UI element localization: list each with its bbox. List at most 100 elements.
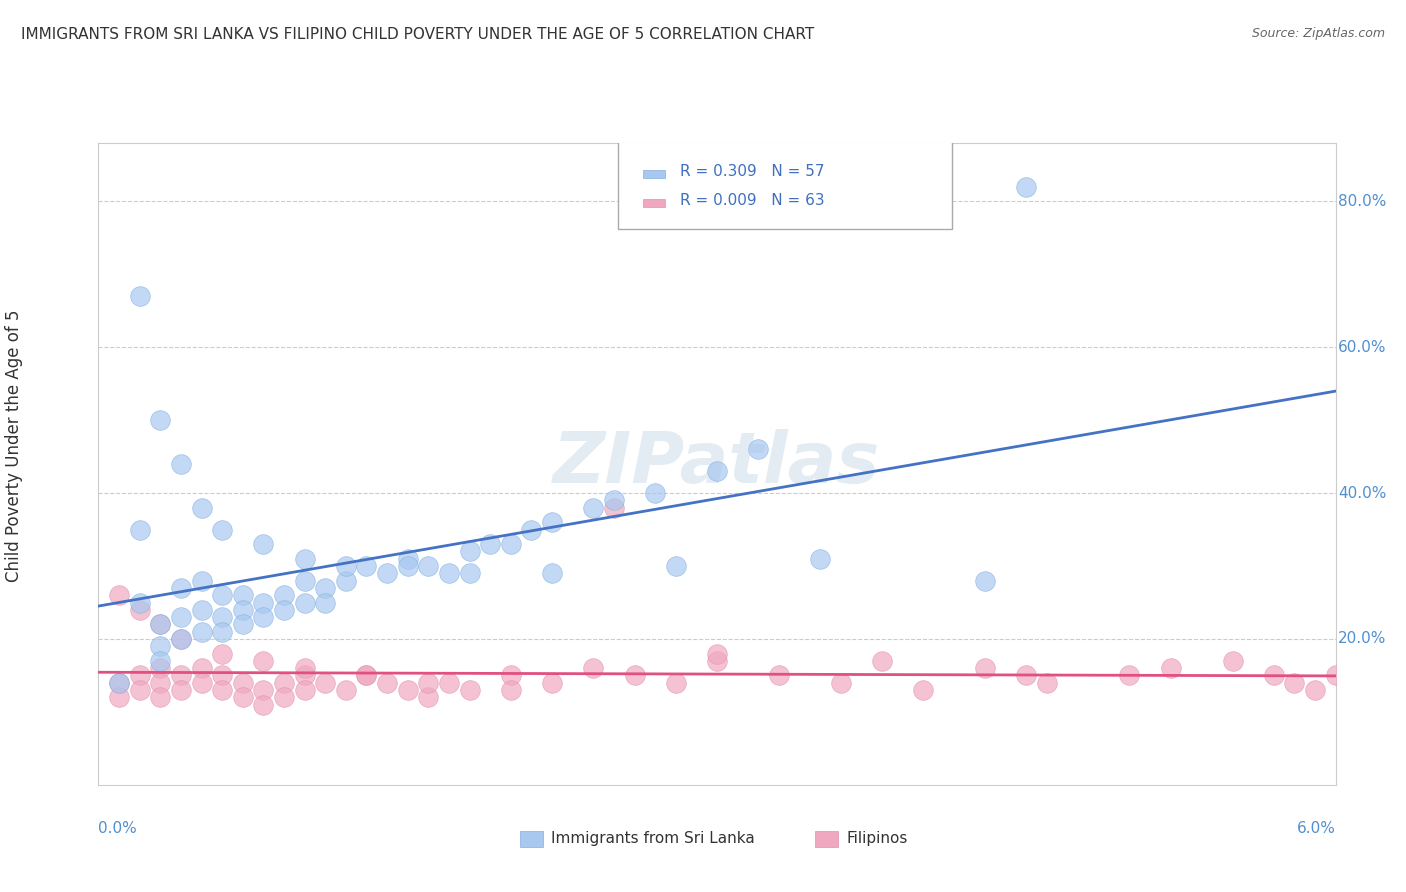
Point <box>830 675 852 690</box>
Point <box>273 675 295 690</box>
Point <box>149 675 172 690</box>
Point <box>252 537 274 551</box>
Point <box>149 640 172 654</box>
Text: Immigrants from Sri Lanka: Immigrants from Sri Lanka <box>551 831 755 846</box>
Point <box>232 690 254 705</box>
Point <box>870 654 893 668</box>
Point <box>1015 179 1038 194</box>
FancyBboxPatch shape <box>643 170 665 178</box>
Point <box>190 574 212 588</box>
Point <box>170 610 193 624</box>
Point <box>418 675 440 690</box>
Point <box>706 647 728 661</box>
Point <box>396 683 419 698</box>
Point <box>396 559 419 574</box>
Point <box>499 683 522 698</box>
Point <box>335 574 357 588</box>
Point <box>1365 683 1388 698</box>
Point <box>314 595 336 609</box>
Point <box>128 289 150 303</box>
Point <box>211 588 233 602</box>
Point <box>252 698 274 712</box>
Text: IMMIGRANTS FROM SRI LANKA VS FILIPINO CHILD POVERTY UNDER THE AGE OF 5 CORRELATI: IMMIGRANTS FROM SRI LANKA VS FILIPINO CH… <box>21 27 814 42</box>
Point <box>1222 654 1244 668</box>
Point <box>128 595 150 609</box>
Point <box>170 668 193 682</box>
Point <box>149 617 172 632</box>
Point <box>603 500 626 515</box>
Point <box>149 654 172 668</box>
Point <box>128 668 150 682</box>
Point <box>1284 675 1306 690</box>
Point <box>499 537 522 551</box>
FancyBboxPatch shape <box>643 199 665 207</box>
Text: R = 0.009   N = 63: R = 0.009 N = 63 <box>681 193 824 208</box>
FancyBboxPatch shape <box>619 139 952 229</box>
Point <box>582 661 605 675</box>
Point <box>211 624 233 639</box>
Point <box>499 668 522 682</box>
Point <box>149 617 172 632</box>
Point <box>211 683 233 698</box>
Point <box>211 610 233 624</box>
Point <box>273 588 295 602</box>
Text: Source: ZipAtlas.com: Source: ZipAtlas.com <box>1251 27 1385 40</box>
Point <box>294 668 316 682</box>
Point <box>211 647 233 661</box>
Point <box>768 668 790 682</box>
Point <box>108 588 131 602</box>
Point <box>706 654 728 668</box>
Point <box>232 603 254 617</box>
Point <box>1303 683 1326 698</box>
Point <box>190 675 212 690</box>
Point <box>623 668 645 682</box>
Point <box>314 675 336 690</box>
Point <box>190 661 212 675</box>
Point <box>108 675 131 690</box>
Point <box>314 581 336 595</box>
Point <box>128 523 150 537</box>
Point <box>912 683 935 698</box>
Point <box>418 559 440 574</box>
Text: 80.0%: 80.0% <box>1339 194 1386 209</box>
Point <box>418 690 440 705</box>
Point <box>294 661 316 675</box>
Point <box>665 559 688 574</box>
Point <box>396 551 419 566</box>
Point <box>232 617 254 632</box>
Point <box>170 632 193 646</box>
Text: 6.0%: 6.0% <box>1296 821 1336 836</box>
Point <box>128 603 150 617</box>
Point <box>190 624 212 639</box>
Point <box>356 559 378 574</box>
Point <box>294 574 316 588</box>
Text: R = 0.309   N = 57: R = 0.309 N = 57 <box>681 164 824 179</box>
Point <box>170 457 193 471</box>
Point <box>108 690 131 705</box>
Point <box>170 581 193 595</box>
Point <box>356 668 378 682</box>
Point <box>1324 668 1347 682</box>
Point <box>335 559 357 574</box>
Point <box>1346 675 1368 690</box>
Point <box>479 537 502 551</box>
Point <box>108 675 131 690</box>
Point <box>747 442 769 457</box>
Point <box>458 683 481 698</box>
Text: Child Poverty Under the Age of 5: Child Poverty Under the Age of 5 <box>6 310 22 582</box>
Point <box>149 413 172 427</box>
Point <box>582 500 605 515</box>
Point <box>211 668 233 682</box>
Text: ZIPatlas: ZIPatlas <box>554 429 880 499</box>
Point <box>437 566 460 581</box>
Point <box>706 464 728 478</box>
Point <box>252 595 274 609</box>
Text: 20.0%: 20.0% <box>1339 632 1386 647</box>
Point <box>603 493 626 508</box>
Point <box>458 544 481 558</box>
Point <box>232 675 254 690</box>
Point <box>170 683 193 698</box>
Point <box>252 683 274 698</box>
Point <box>170 632 193 646</box>
Point <box>294 595 316 609</box>
